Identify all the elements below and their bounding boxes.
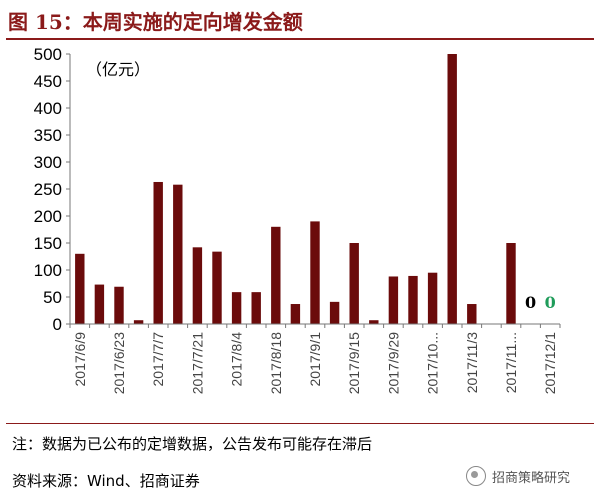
y-tick-label: 400 [34, 99, 62, 118]
chart-title: 图 15：本周实施的定向增发金额 [8, 10, 303, 34]
bar [271, 226, 281, 324]
bar [388, 276, 399, 324]
bar [506, 243, 516, 324]
bar [173, 184, 183, 324]
bar [133, 320, 144, 324]
y-tick-label: 100 [34, 261, 62, 280]
title-divider [6, 38, 594, 40]
y-tick-label: 350 [34, 126, 62, 145]
bar [251, 292, 261, 324]
y-tick-label: 150 [34, 234, 62, 253]
y-tick-label: 50 [43, 288, 62, 307]
bar [408, 275, 418, 324]
footer-divider [6, 423, 594, 424]
x-tick-label: 2017/7/21 [189, 332, 205, 394]
data-label: 0 [545, 293, 556, 312]
watermark-text: 招商策略研究 [492, 470, 571, 486]
y-tick-label: 0 [53, 315, 62, 334]
x-tick-label: 2017/9/15 [346, 332, 362, 394]
x-tick-label: 2017/8/18 [268, 332, 284, 394]
bar [447, 54, 457, 324]
y-tick-label: 300 [34, 153, 62, 172]
y-tick-label: 450 [34, 72, 62, 91]
x-tick-label: 2017/12/1 [542, 332, 558, 394]
bar [369, 320, 379, 324]
bar [329, 301, 340, 324]
bar [75, 253, 85, 324]
bar [212, 251, 222, 324]
x-tick-label: 2017/6/9 [72, 332, 88, 387]
bar [349, 243, 359, 324]
watermark: 招商策略研究 [466, 466, 570, 486]
footnote: 注：数据为已公布的定增数据，公告发布可能存在滞后 [12, 435, 373, 453]
x-axis: 2017/6/9 2017/6/23 2017/7/7 2017/7/21 2017/8… [69, 323, 561, 394]
x-tick-label: 2017/9/1 [307, 332, 323, 387]
bar [467, 304, 477, 324]
x-tick-label: 2017/8/4 [229, 332, 245, 387]
bar [192, 247, 203, 324]
source-line: 资料来源：Wind、招商证券 [12, 472, 200, 490]
x-tick-label: 2017/7/7 [150, 332, 166, 387]
y-tick-label: 200 [34, 207, 62, 226]
bar [231, 292, 242, 324]
y-tick-label: 250 [34, 180, 62, 199]
wechat-icon [466, 466, 486, 486]
bar [114, 286, 124, 324]
x-tick-label: 2017/11... [503, 332, 519, 393]
bar [94, 284, 105, 324]
y-axis: 0 50 100 150 200 250 300 350 400 450 500 [34, 45, 71, 334]
x-tick-label: 2017/9/29 [385, 332, 401, 394]
bar [427, 272, 438, 324]
data-label: 0 [525, 293, 536, 312]
x-tick-label: 2017/10... [425, 332, 441, 394]
y-tick-label: 500 [34, 45, 62, 64]
x-tick-label: 2017/6/23 [111, 332, 127, 394]
bar [153, 181, 163, 324]
bar [310, 221, 320, 324]
bar [290, 304, 301, 324]
bar-series [75, 54, 516, 324]
y-axis-unit: （亿元） [86, 60, 151, 79]
x-tick-label: 2017/11/3 [464, 332, 480, 393]
